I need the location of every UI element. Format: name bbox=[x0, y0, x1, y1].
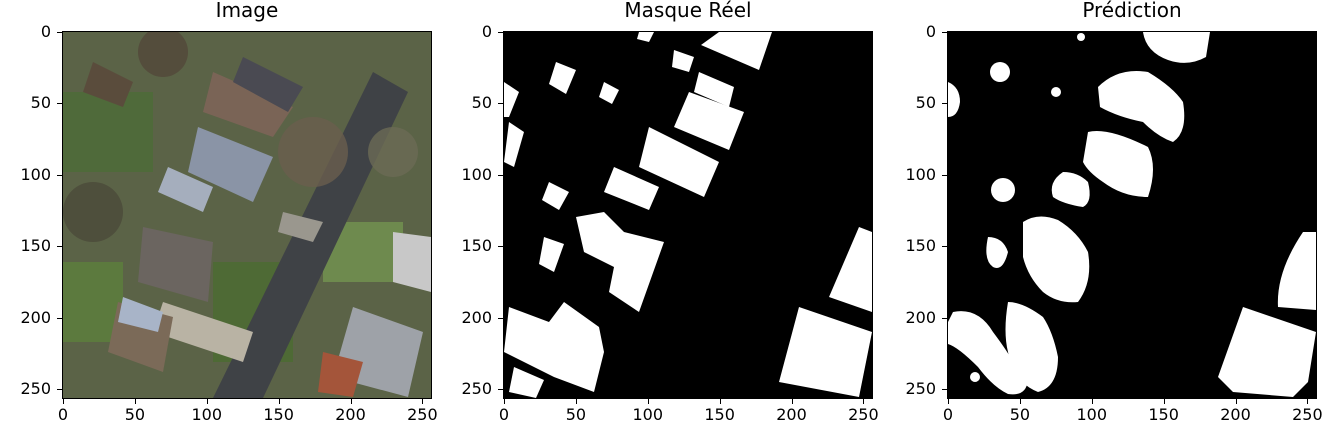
x-tick-mark bbox=[134, 399, 136, 404]
x-tick-label: 100 bbox=[1076, 405, 1108, 424]
y-tick-mark bbox=[942, 32, 947, 33]
y-tick-label: 100 bbox=[905, 164, 936, 184]
panel-title: Masque Réel bbox=[624, 0, 752, 22]
x-tick-label: 200 bbox=[776, 405, 807, 424]
y-tick-mark bbox=[57, 32, 62, 33]
panel-title: Image bbox=[215, 0, 279, 22]
y-tick-label: 100 bbox=[461, 164, 492, 184]
x-tick-mark bbox=[948, 399, 949, 404]
x-tick-label: 0 bbox=[942, 405, 954, 424]
y-tick-label: 150 bbox=[461, 236, 492, 256]
y-tick-mark bbox=[498, 246, 503, 248]
x-tick-label: 50 bbox=[565, 405, 587, 424]
y-tick-mark bbox=[942, 103, 947, 105]
x-tick-label: 250 bbox=[1292, 405, 1323, 424]
y-tick-label: 150 bbox=[905, 236, 936, 256]
x-tick-mark bbox=[63, 399, 64, 404]
y-tick-mark bbox=[498, 317, 503, 319]
x-tick-mark bbox=[350, 399, 352, 404]
y-tick-mark bbox=[57, 317, 62, 319]
x-tick-mark bbox=[575, 399, 577, 404]
x-tick-mark bbox=[206, 399, 208, 404]
y-tick-label: 50 bbox=[471, 93, 492, 113]
y-tick-mark bbox=[942, 246, 947, 248]
x-tick-label: 200 bbox=[1220, 405, 1251, 424]
y-tick-mark bbox=[942, 389, 947, 391]
x-tick-mark bbox=[647, 399, 649, 404]
x-tick-mark bbox=[422, 399, 424, 404]
x-tick-mark bbox=[504, 399, 505, 404]
x-tick-label: 200 bbox=[335, 405, 366, 424]
y-tick-label: 200 bbox=[461, 307, 492, 327]
y-tick-mark bbox=[498, 174, 503, 176]
x-tick-label: 50 bbox=[1009, 405, 1031, 424]
x-tick-label: 150 bbox=[263, 405, 294, 424]
x-tick-label: 150 bbox=[1148, 405, 1179, 424]
x-tick-label: 0 bbox=[498, 405, 510, 424]
y-tick-label: 100 bbox=[20, 164, 51, 184]
x-tick-label: 100 bbox=[632, 405, 664, 424]
y-tick-label: 250 bbox=[20, 379, 51, 399]
x-tick-mark bbox=[1019, 399, 1021, 404]
panel-image: Image bbox=[0, 0, 440, 439]
x-tick-label: 100 bbox=[191, 405, 223, 424]
y-tick-mark bbox=[498, 32, 503, 33]
y-tick-mark bbox=[57, 103, 62, 105]
x-tick-mark bbox=[278, 399, 280, 404]
x-tick-mark bbox=[719, 399, 721, 404]
x-tick-label: 250 bbox=[848, 405, 879, 424]
ground-truth-mask bbox=[503, 31, 873, 399]
y-tick-mark bbox=[942, 174, 947, 176]
y-tick-label: 50 bbox=[915, 93, 936, 113]
y-tick-mark bbox=[57, 174, 62, 176]
x-tick-mark bbox=[1235, 399, 1237, 404]
x-tick-label: 250 bbox=[407, 405, 438, 424]
y-tick-label: 250 bbox=[461, 379, 492, 399]
prediction-mask bbox=[947, 31, 1317, 399]
y-tick-mark bbox=[57, 389, 62, 391]
y-tick-mark bbox=[942, 317, 947, 319]
y-tick-label: 200 bbox=[20, 307, 51, 327]
y-tick-label: 150 bbox=[20, 236, 51, 256]
y-tick-mark bbox=[57, 246, 62, 248]
panel-prediction: Prédiction bbox=[885, 0, 1325, 439]
x-tick-mark bbox=[1091, 399, 1093, 404]
y-tick-label: 0 bbox=[925, 22, 936, 41]
x-tick-label: 150 bbox=[704, 405, 735, 424]
panel-title: Prédiction bbox=[1082, 0, 1182, 22]
panel-ground-truth: Masque Réel bbox=[442, 0, 882, 439]
y-tick-label: 0 bbox=[40, 22, 51, 41]
y-tick-label: 250 bbox=[905, 379, 936, 399]
x-tick-mark bbox=[1163, 399, 1165, 404]
aerial-image bbox=[62, 31, 432, 399]
x-tick-label: 0 bbox=[57, 405, 69, 424]
y-tick-label: 50 bbox=[30, 93, 51, 113]
y-tick-label: 200 bbox=[905, 307, 936, 327]
x-tick-label: 50 bbox=[124, 405, 146, 424]
x-tick-mark bbox=[1307, 399, 1309, 404]
y-tick-label: 0 bbox=[481, 22, 492, 41]
y-tick-mark bbox=[498, 103, 503, 105]
x-tick-mark bbox=[863, 399, 865, 404]
x-tick-mark bbox=[791, 399, 793, 404]
y-tick-mark bbox=[498, 389, 503, 391]
